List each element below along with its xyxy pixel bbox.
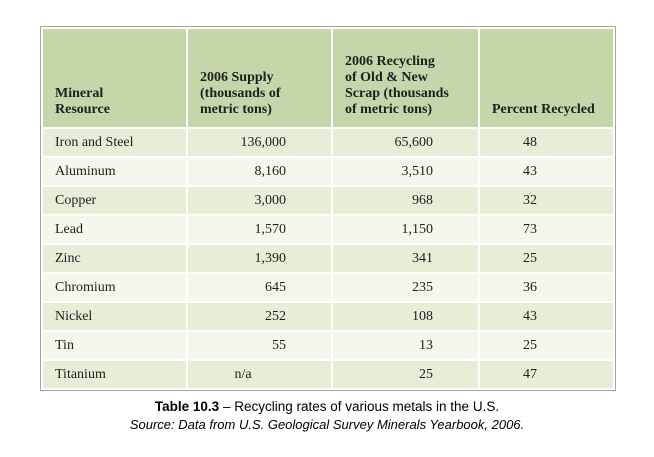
value-cell: 108: [331, 301, 480, 332]
table-row: Nickel 252 108 43: [41, 301, 615, 332]
metals-table-container: Mineral Resource 2006 Supply (thousands o…: [40, 26, 616, 391]
value-cell: 252: [186, 301, 333, 332]
table-row: Aluminum 8,160 3,510 43: [41, 156, 615, 187]
row-label-cell: Titanium: [41, 359, 188, 390]
value-cell: 43: [478, 301, 615, 332]
table-row: Titanium n/a 25 47: [41, 359, 615, 390]
value-cell: 55: [186, 330, 333, 361]
value-cell: 65,600: [331, 127, 480, 158]
table-row: Copper 3,000 968 32: [41, 185, 615, 216]
value-cell: 25: [478, 243, 615, 274]
caption-label: Table 10.3: [154, 399, 220, 414]
value-cell: 47: [478, 359, 615, 390]
row-label-cell: Tin: [41, 330, 188, 361]
caption-title: Table 10.3 – Recycling rates of various …: [0, 398, 654, 415]
value-cell: 32: [478, 185, 615, 216]
value-cell: n/a: [186, 359, 333, 390]
value-cell: 36: [478, 272, 615, 303]
metals-table: Mineral Resource 2006 Supply (thousands o…: [41, 27, 615, 390]
table-row: Zinc 1,390 341 25: [41, 243, 615, 274]
header-row: Mineral Resource 2006 Supply (thousands o…: [41, 27, 615, 129]
value-cell: 235: [331, 272, 480, 303]
value-cell: 645: [186, 272, 333, 303]
caption-source: Source: Data from U.S. Geological Survey…: [129, 417, 525, 432]
row-label-cell: Copper: [41, 185, 188, 216]
table-row: Tin 55 13 25: [41, 330, 615, 361]
caption-text: – Recycling rates of various metals in t…: [219, 399, 500, 414]
column-header: Mineral Resource: [41, 27, 188, 129]
value-cell: 8,160: [186, 156, 333, 187]
value-cell: 3,000: [186, 185, 333, 216]
table-header: Mineral Resource 2006 Supply (thousands o…: [41, 27, 615, 129]
table-row: Iron and Steel 136,000 65,600 48: [41, 127, 615, 158]
table-row: Chromium 645 235 36: [41, 272, 615, 303]
table-row: Lead 1,570 1,150 73: [41, 214, 615, 245]
value-cell: 25: [478, 330, 615, 361]
value-cell: 136,000: [186, 127, 333, 158]
value-cell: 73: [478, 214, 615, 245]
column-header: 2006 Supply (thousands of metric tons): [186, 27, 333, 129]
value-cell: 13: [331, 330, 480, 361]
value-cell: 968: [331, 185, 480, 216]
value-cell: 48: [478, 127, 615, 158]
table-caption: Table 10.3 – Recycling rates of various …: [0, 398, 654, 433]
value-cell: 43: [478, 156, 615, 187]
row-label-cell: Nickel: [41, 301, 188, 332]
row-label-cell: Aluminum: [41, 156, 188, 187]
value-cell: 1,390: [186, 243, 333, 274]
table-body: Iron and Steel 136,000 65,600 48 Aluminum 8,1…: [41, 127, 615, 390]
value-cell: 1,570: [186, 214, 333, 245]
row-label-cell: Chromium: [41, 272, 188, 303]
column-header: 2006 Recycling of Old & New Scrap (thous…: [331, 27, 480, 129]
row-label-cell: Iron and Steel: [41, 127, 188, 158]
value-cell: 25: [331, 359, 480, 390]
value-cell: 341: [331, 243, 480, 274]
row-label-cell: Lead: [41, 214, 188, 245]
value-cell: 3,510: [331, 156, 480, 187]
column-header: Percent Recycled: [478, 27, 615, 129]
value-cell: 1,150: [331, 214, 480, 245]
row-label-cell: Zinc: [41, 243, 188, 274]
